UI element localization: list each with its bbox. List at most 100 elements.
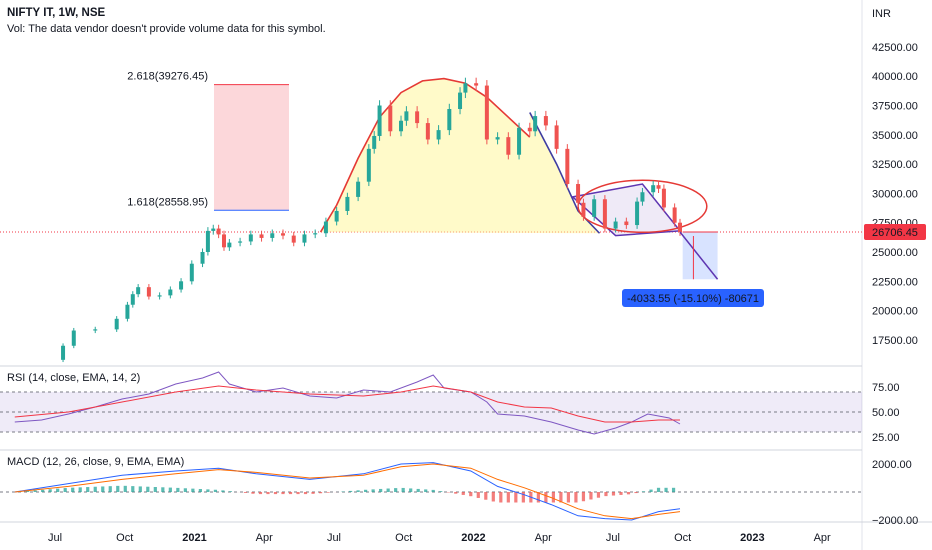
candle-body (281, 233, 286, 236)
macd-line (14, 462, 681, 521)
macd-histogram-bar (108, 486, 112, 492)
candle-body (517, 127, 522, 155)
x-tick-label: Apr (256, 532, 273, 544)
macd-histogram-bar (454, 492, 458, 494)
macd-histogram-bar (281, 492, 285, 495)
macd-histogram-bar (243, 492, 248, 493)
candle-body (377, 105, 382, 136)
candle-body (399, 120, 404, 132)
candle-body (334, 210, 339, 222)
macd-histogram-bar (266, 492, 270, 495)
candle-body (227, 242, 232, 248)
macd-histogram-bar (424, 489, 428, 492)
candle-body (651, 185, 656, 193)
macd-histogram-bar (296, 492, 300, 495)
candle-body (495, 137, 500, 140)
candle-body (345, 196, 350, 211)
macd-histogram-bar (371, 489, 375, 492)
macd-histogram-bar (93, 486, 97, 492)
fib-level-label: 1.618(28558.95) (127, 196, 208, 208)
macd-histogram-bar (409, 488, 413, 492)
candle-body (146, 287, 151, 297)
candle-body (238, 241, 243, 243)
candle-body (656, 185, 661, 189)
candle-body (484, 85, 489, 140)
macd-histogram-bar (161, 487, 165, 492)
macd-histogram-bar (551, 492, 555, 503)
macd-tick-label: −2000.00 (872, 515, 918, 527)
macd-histogram-bar (33, 490, 37, 492)
candle-body (533, 116, 538, 132)
candle-body (179, 281, 184, 290)
macd-histogram-bar (101, 486, 105, 492)
macd-histogram-bar (664, 487, 668, 492)
candle-body (506, 137, 511, 155)
macd-histogram-bar (78, 487, 82, 492)
macd-histogram-bar (641, 491, 646, 492)
candle-body (592, 199, 597, 217)
macd-histogram-bar (476, 492, 480, 498)
macd-histogram-bar (318, 492, 323, 494)
fib-level-label: 2.618(39276.45) (127, 71, 208, 83)
macd-histogram-bar (581, 492, 586, 502)
candle-body (576, 184, 581, 203)
macd-histogram-bar (206, 489, 210, 492)
candle-body (125, 304, 130, 319)
candle-body (565, 148, 570, 185)
candle-body (259, 234, 264, 238)
x-tick-label: Jul (606, 532, 620, 544)
candle-body (356, 181, 361, 197)
macd-histogram-bar (356, 490, 360, 492)
macd-histogram-bar (649, 489, 653, 492)
y-tick-label: 20000.00 (872, 306, 918, 318)
x-tick-label: Jul (48, 532, 62, 544)
cup-arc (319, 77, 531, 233)
rsi-band (0, 392, 862, 432)
macd-histogram-bar (288, 492, 293, 495)
candle-body (635, 201, 640, 226)
macd-histogram-bar (521, 492, 525, 503)
rsi-ema-line (14, 385, 680, 423)
macd-histogram-bar (168, 487, 172, 492)
candle-body (270, 233, 275, 238)
candle-body (248, 234, 253, 242)
macd-histogram-bar (574, 492, 578, 503)
macd-histogram-bar (499, 492, 503, 503)
candle-body (581, 202, 586, 217)
x-tick-label: Apr (814, 532, 831, 544)
macd-histogram-bar (566, 492, 571, 503)
candle-body (624, 221, 629, 226)
macd-histogram-bar (131, 486, 135, 492)
macd-histogram-bar (626, 492, 631, 495)
macd-histogram-bar (116, 485, 120, 492)
macd-histogram-bar (536, 492, 540, 503)
candle-body (678, 222, 682, 233)
candle-body (554, 125, 559, 149)
rsi-tick-label: 25.00 (872, 432, 900, 444)
macd-histogram-bar (349, 490, 353, 492)
candle-body (136, 287, 141, 295)
x-tick-label: Oct (674, 532, 691, 544)
candle-body (189, 263, 194, 282)
rsi-label[interactable]: RSI (14, close, EMA, 14, 2) (7, 372, 141, 384)
macd-histogram-bar (589, 492, 593, 500)
x-tick-label: 2021 (182, 532, 206, 544)
candle-body (436, 130, 441, 140)
macd-histogram-bar (251, 492, 255, 494)
y-tick-label: 42500.00 (872, 42, 918, 54)
candle-body (323, 221, 328, 234)
y-tick-label: 40000.00 (872, 71, 918, 83)
macd-histogram-bar (671, 487, 676, 492)
candle-body (71, 330, 76, 346)
measure-label: -4033.55 (-15.10%) -80671 (627, 293, 759, 305)
macd-histogram-bar (146, 486, 150, 492)
macd-label[interactable]: MACD (12, 26, close, 9, EMA, EMA) (7, 456, 185, 468)
macd-histogram-bar (326, 492, 330, 493)
candle-body (216, 228, 221, 235)
macd-histogram-bar (611, 492, 616, 496)
macd-histogram-bar (596, 492, 601, 498)
macd-histogram-bar (364, 489, 368, 492)
fib-zone (214, 84, 289, 211)
candle-body (221, 234, 226, 248)
